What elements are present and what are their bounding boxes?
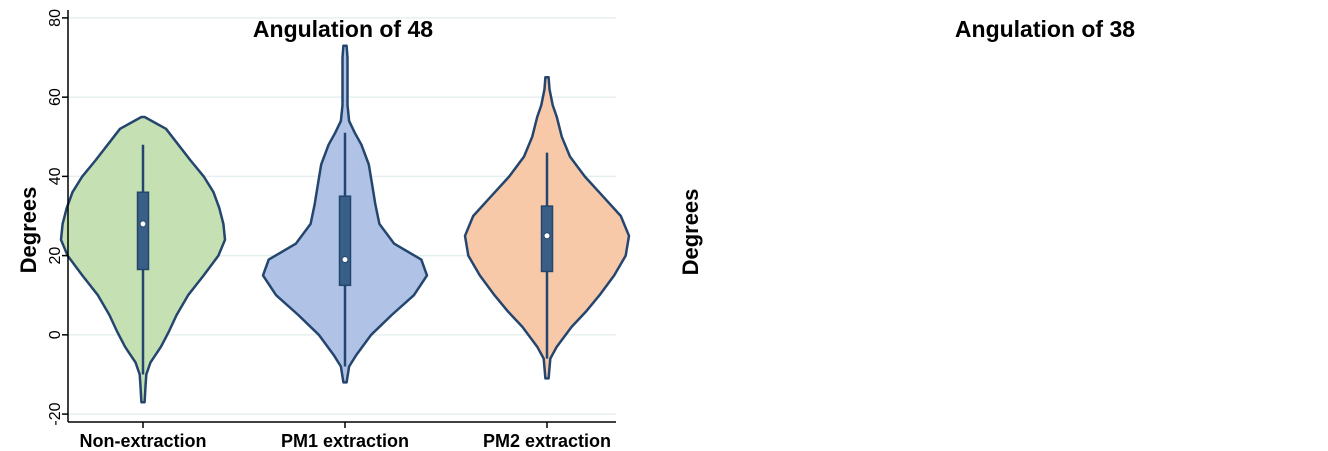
y-ticks: -20 0 20 40 60 80 (47, 9, 68, 426)
chart-title: Angulation of 38 (955, 16, 1135, 42)
y-tick-label: 80 (47, 9, 64, 27)
y-tick-label: 40 (47, 167, 64, 185)
x-tick-label: PM2 extraction (483, 431, 611, 451)
y-tick-label: 20 (47, 247, 64, 265)
x-tick-label: Non-extraction (79, 431, 206, 451)
x-ticks: Non-extraction PM1 extraction PM2 extracti… (79, 422, 611, 451)
y-tick-label: -20 (47, 402, 64, 425)
x-tick-label: PM1 extraction (281, 431, 409, 451)
y-tick-label: 60 (47, 88, 64, 106)
y-axis-label: Degrees (678, 189, 703, 276)
median-point (341, 256, 349, 264)
chart-title: Angulation of 48 (253, 16, 433, 42)
iqr-box (136, 191, 150, 271)
chart-panel-angulation-48: Angulation of 48 Degrees -20 0 20 40 60 80 No… (16, 9, 631, 451)
median-point (543, 232, 551, 240)
y-axis-label: Degrees (16, 187, 41, 274)
median-point (139, 220, 147, 228)
axes (67, 10, 616, 423)
violins (59, 44, 631, 404)
iqr-box (338, 195, 352, 287)
violin-chart-48: Angulation of 48 Degrees -20 0 20 40 60 80 No… (16, 9, 631, 451)
y-tick-label: 0 (47, 330, 64, 339)
